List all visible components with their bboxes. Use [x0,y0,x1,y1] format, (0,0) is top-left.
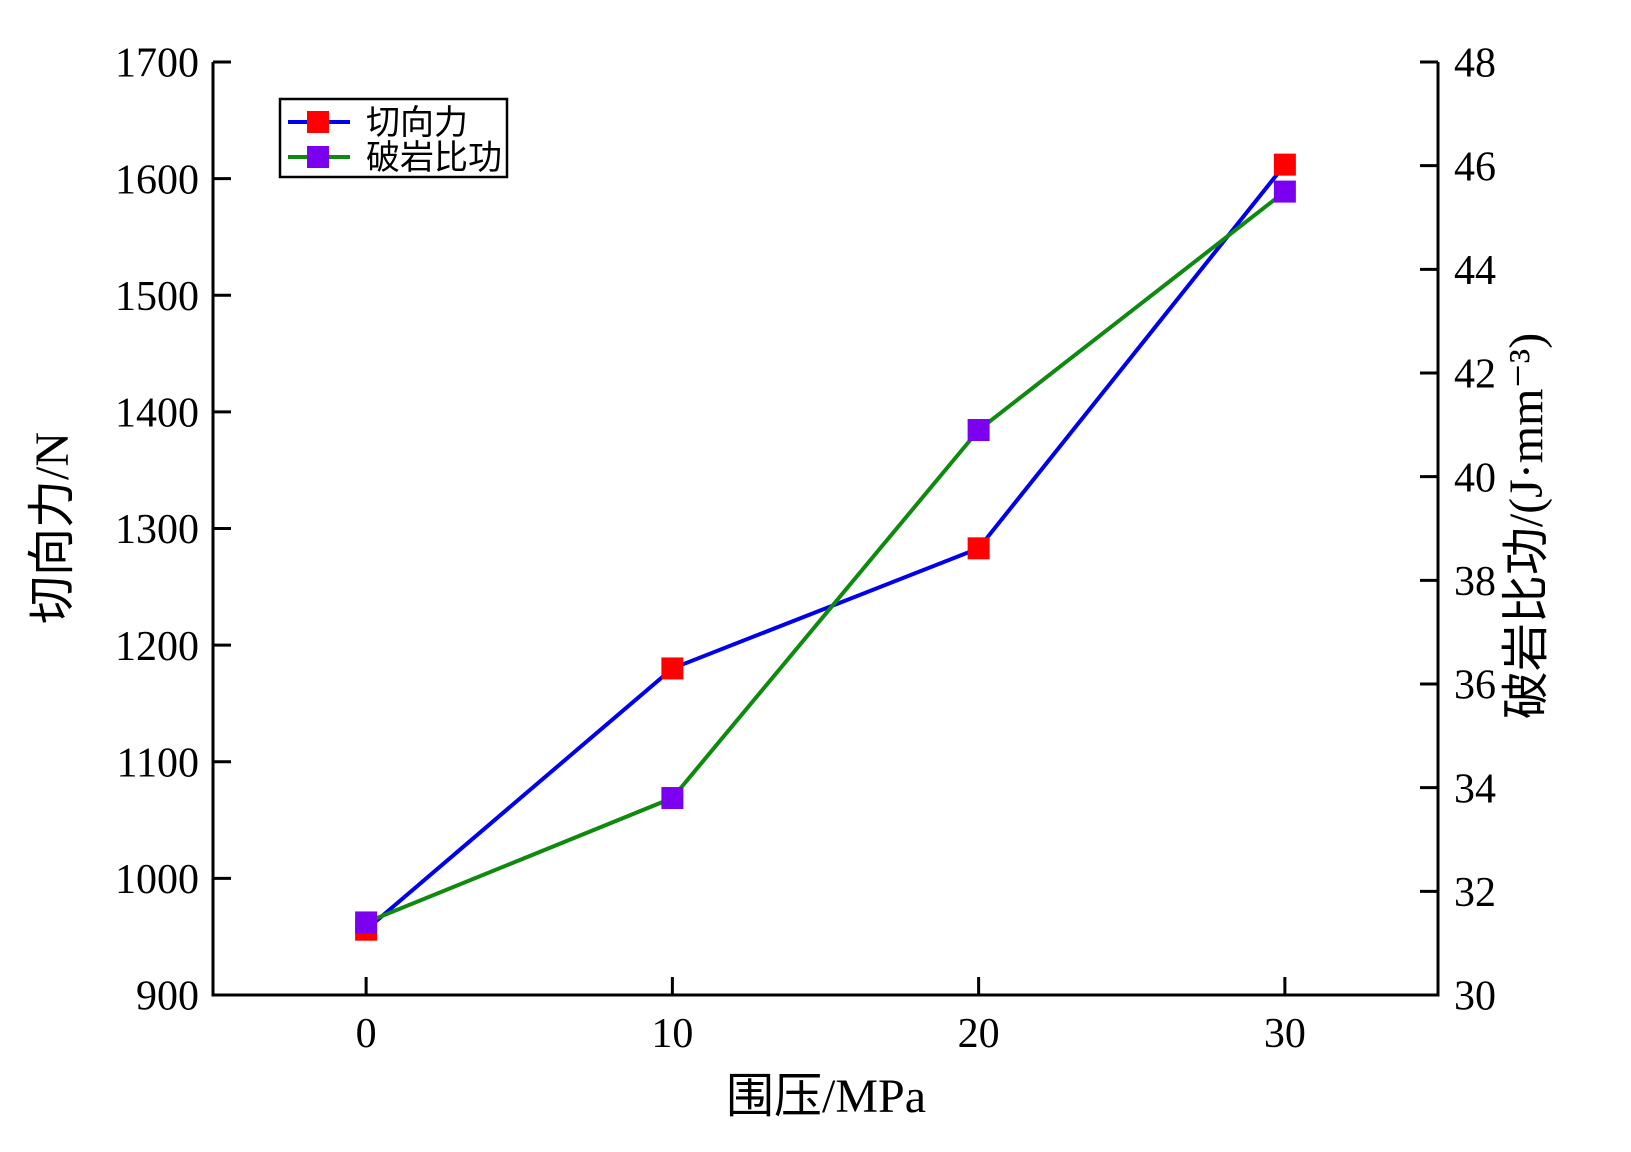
x-tick-label: 10 [651,1011,693,1057]
series-1-marker [967,419,990,442]
y-right-tick-label: 46 [1454,144,1496,190]
series-0-marker [661,657,684,680]
x-tick-label: 20 [958,1011,1000,1057]
y-left-tick-label: 1500 [115,274,199,320]
y-right-tick-label: 48 [1454,41,1496,87]
data-series [355,153,1296,941]
series-1-marker [661,787,684,810]
legend-marker-0 [307,111,329,133]
legend-label-0: 切向力 [366,104,468,142]
series-0-marker [1273,153,1296,176]
y-left-tick-label: 1100 [117,740,199,786]
x-axis-title: 围压/MPa [726,1070,926,1123]
y-left-tick-label: 900 [136,974,199,1020]
x-tick-label: 30 [1264,1011,1306,1057]
axes: 900 1000 1100 1200 1300 1400 1500 1600 1700 30 32 3… [115,41,1496,1057]
series-1-marker [1273,180,1296,203]
y-right-tick-label: 42 [1454,352,1496,398]
y-right-tick-label: 30 [1454,974,1496,1020]
y-right-tick-label: 34 [1454,766,1496,812]
legend-label-1: 破岩比功 [366,139,502,177]
y-right-tick-label: 40 [1454,455,1496,501]
series-1-line [365,190,1287,925]
y-left-tick-label: 1200 [115,624,199,670]
y-right-tick-label: 36 [1454,663,1496,709]
y-right-axis-title: 破岩比功/(J·mm⁻³) [1500,333,1553,719]
y-right-tick-label: 44 [1454,248,1496,294]
series-1-marker [355,911,378,934]
y-left-tick-label: 1600 [115,157,199,203]
y-right-tick-label: 38 [1454,559,1496,605]
series-0-marker [967,537,990,560]
y-left-tick-label: 1700 [115,41,199,87]
y-right-tick-label: 32 [1454,870,1496,916]
y-left-axis-title: 切向力/N [26,432,79,624]
y-left-tick-label: 1000 [115,857,199,903]
y-left-tick-label: 1300 [115,507,199,553]
legend-marker-1 [307,146,329,168]
series-0-line [364,163,1287,932]
y-left-tick-label: 1400 [115,391,199,437]
x-tick-label: 0 [356,1011,377,1057]
